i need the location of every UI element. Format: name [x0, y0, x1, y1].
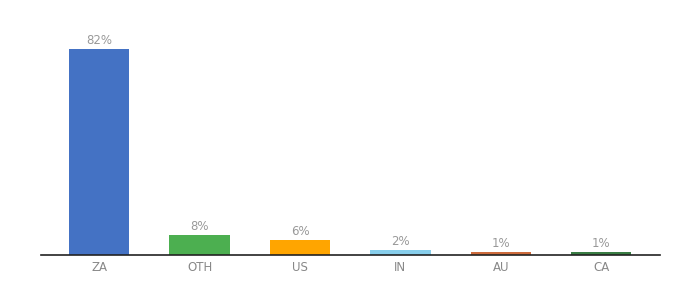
Text: 1%: 1%: [492, 238, 510, 250]
Bar: [69, 49, 129, 255]
Bar: [471, 253, 531, 255]
Bar: [371, 250, 430, 255]
Text: 1%: 1%: [592, 238, 611, 250]
Text: 8%: 8%: [190, 220, 209, 233]
Text: 82%: 82%: [86, 34, 112, 47]
Bar: [571, 253, 632, 255]
Text: 6%: 6%: [290, 225, 309, 238]
Bar: [270, 240, 330, 255]
Text: 2%: 2%: [391, 235, 410, 248]
Bar: [169, 235, 230, 255]
